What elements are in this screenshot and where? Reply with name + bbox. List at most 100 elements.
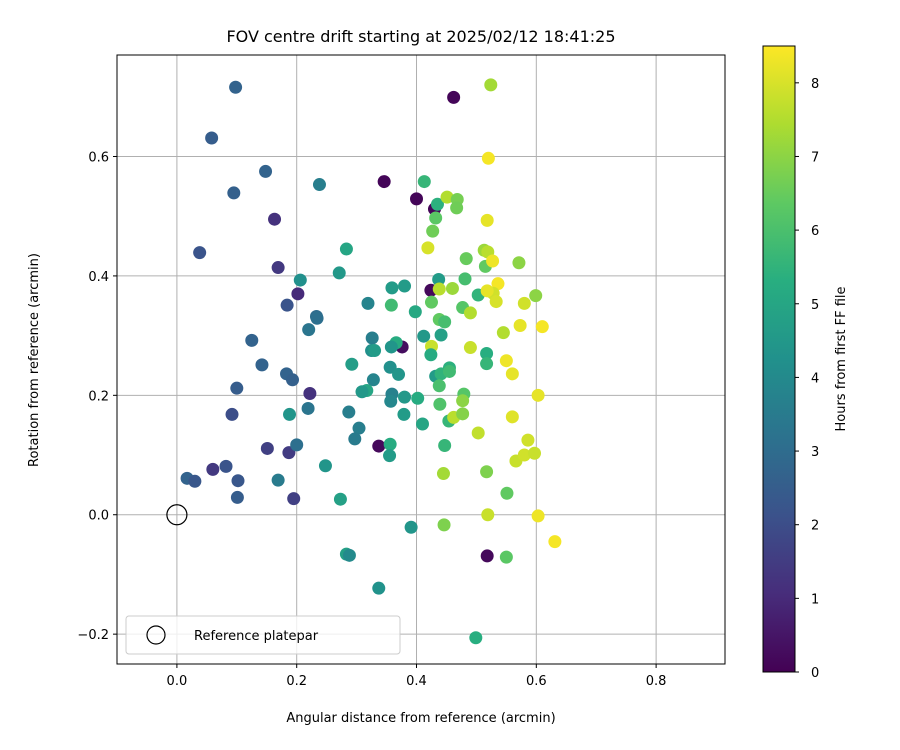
data-point xyxy=(383,449,397,463)
data-point xyxy=(456,394,470,408)
data-point xyxy=(433,397,447,411)
data-point xyxy=(290,438,304,452)
data-point xyxy=(517,448,531,462)
data-point xyxy=(496,326,510,340)
colorbar-tick-label: 8 xyxy=(811,77,819,92)
data-point xyxy=(417,329,431,343)
data-point xyxy=(459,252,473,266)
data-point xyxy=(480,465,494,479)
data-point xyxy=(366,373,380,387)
data-point xyxy=(426,224,440,238)
data-point xyxy=(438,315,452,329)
data-point xyxy=(480,213,494,227)
x-axis: 0.0 0.2 0.4 0.6 0.8 xyxy=(167,664,666,689)
data-point xyxy=(445,281,459,295)
data-point xyxy=(505,367,519,381)
colorbar-tick-label: 0 xyxy=(811,666,819,681)
data-point xyxy=(355,385,369,399)
data-point xyxy=(312,178,326,192)
data-point xyxy=(535,320,549,334)
data-point xyxy=(383,437,397,451)
data-point xyxy=(345,357,359,371)
data-point xyxy=(398,390,412,404)
data-point xyxy=(404,520,418,534)
data-point xyxy=(398,279,412,293)
colorbar-tick-label: 6 xyxy=(811,224,819,239)
data-point xyxy=(365,331,379,345)
colorbar-tick-label: 7 xyxy=(811,150,819,165)
data-points xyxy=(180,78,562,645)
data-point xyxy=(548,535,562,549)
data-point xyxy=(499,550,513,564)
data-point xyxy=(512,256,526,270)
data-point xyxy=(205,131,219,145)
y-tick-label: 0.4 xyxy=(88,270,109,285)
data-point xyxy=(521,433,535,447)
data-point xyxy=(384,394,398,408)
data-point xyxy=(230,490,244,504)
colorbar: 0 1 2 3 4 5 6 7 8 Hours from first FF file xyxy=(762,45,849,681)
data-point xyxy=(225,407,239,421)
y-axis: −0.2 0.0 0.2 0.4 0.6 xyxy=(77,151,117,643)
data-point xyxy=(529,289,543,303)
data-point xyxy=(486,254,500,268)
y-tick-label: 0.2 xyxy=(88,389,109,404)
x-tick-label: 0.4 xyxy=(406,674,427,689)
data-point xyxy=(271,473,285,487)
data-point xyxy=(469,631,483,645)
data-point xyxy=(480,549,494,563)
data-point xyxy=(471,426,485,440)
data-point xyxy=(259,164,273,178)
data-point xyxy=(287,492,301,506)
reference-platepar-marker xyxy=(166,504,188,526)
data-point xyxy=(517,296,531,310)
data-point xyxy=(424,348,438,362)
data-point xyxy=(447,90,461,104)
data-point xyxy=(438,438,452,452)
x-axis-label: Angular distance from reference (arcmin) xyxy=(286,711,555,726)
plot-area-frame xyxy=(116,54,726,665)
data-point xyxy=(280,298,294,312)
data-point xyxy=(408,305,422,319)
data-point xyxy=(219,459,233,473)
data-point xyxy=(283,407,297,421)
data-point xyxy=(480,347,494,361)
data-point xyxy=(301,401,315,415)
data-point xyxy=(513,318,527,332)
legend-marker-icon xyxy=(146,625,166,645)
data-point xyxy=(372,439,386,453)
data-point xyxy=(293,273,307,287)
data-point xyxy=(421,241,435,255)
data-point xyxy=(230,381,244,395)
data-point xyxy=(377,175,391,189)
data-point xyxy=(231,474,245,488)
data-point xyxy=(291,287,305,301)
data-point xyxy=(342,405,356,419)
chart-title: FOV centre drift starting at 2025/02/12 … xyxy=(226,27,615,46)
data-point xyxy=(489,295,503,309)
colorbar-label: Hours from first FF file xyxy=(834,286,849,431)
data-point xyxy=(440,190,454,204)
data-point xyxy=(411,391,425,405)
reference-marker-layer xyxy=(166,504,188,526)
data-point xyxy=(437,518,451,532)
x-tick-label: 0.0 xyxy=(167,674,188,689)
data-point xyxy=(432,379,446,393)
data-point xyxy=(268,212,282,226)
data-point xyxy=(480,284,494,298)
data-point xyxy=(424,295,438,309)
y-axis-label: Rotation from reference (arcmin) xyxy=(27,253,42,467)
data-point xyxy=(481,508,495,522)
legend: Reference platepar xyxy=(125,615,401,655)
data-point xyxy=(206,462,220,476)
y-tick-label: 0.6 xyxy=(88,151,109,166)
data-point xyxy=(505,410,519,424)
data-point xyxy=(245,333,259,347)
colorbar-tick-label: 5 xyxy=(811,298,819,313)
data-point xyxy=(432,282,446,296)
data-point xyxy=(500,486,514,500)
data-point xyxy=(434,328,448,342)
data-point xyxy=(484,78,498,92)
data-point xyxy=(339,242,353,256)
data-point xyxy=(480,357,494,371)
